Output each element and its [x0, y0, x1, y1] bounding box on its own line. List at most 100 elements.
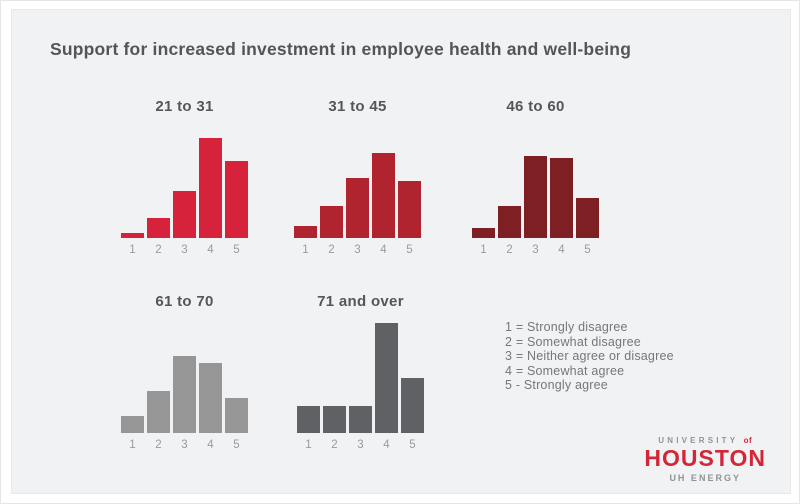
- bar-4: [199, 363, 222, 433]
- infographic-panel: Support for increased investment in empl…: [11, 9, 791, 494]
- uh-logo: UNIVERSITY of HOUSTON UH ENERGY: [644, 436, 766, 483]
- chart-21-to-31: 21 to 31 1 2 3 4 5: [121, 98, 248, 258]
- tick-label: 5: [233, 244, 240, 256]
- bar-column: 1: [121, 318, 144, 453]
- bar-group: 1 2 3 4 5: [121, 318, 248, 453]
- chart-71-and-over: 71 and over 1 2 3 4 5: [297, 293, 424, 453]
- bar-column: 1: [297, 318, 320, 453]
- bar-5: [576, 198, 599, 238]
- tick-label: 1: [302, 244, 309, 256]
- legend-line: 2 = Somewhat disagree: [505, 334, 641, 349]
- legend-line: 3 = Neither agree or disagree: [505, 349, 674, 363]
- tick-label: 4: [207, 439, 214, 451]
- tick-label: 2: [155, 439, 162, 451]
- bar-1: [472, 228, 495, 238]
- bar-1: [297, 405, 320, 433]
- bar-column: 5: [398, 123, 421, 258]
- logo-uh-energy-text: UH ENERGY: [669, 473, 741, 483]
- bar-2: [147, 218, 170, 238]
- bar-3: [173, 355, 196, 433]
- tick-label: 3: [532, 244, 539, 256]
- bar-column: 3: [173, 123, 196, 258]
- bar-column: 3: [173, 318, 196, 453]
- bar-group: 1 2 3 4 5: [294, 123, 421, 258]
- tick-label: 3: [354, 244, 361, 256]
- chart-title: 61 to 70: [155, 293, 214, 310]
- bar-column: 2: [147, 123, 170, 258]
- legend-line: 1 = Strongly disagree: [505, 320, 628, 334]
- bar-5: [401, 378, 424, 433]
- bar-column: 1: [472, 123, 495, 258]
- bar-5: [225, 160, 248, 238]
- bar-group: 1 2 3 4 5: [121, 123, 248, 258]
- chart-title: 31 to 45: [328, 98, 387, 115]
- tick-label: 2: [331, 439, 338, 451]
- bar-1: [294, 225, 317, 238]
- bar-4: [199, 138, 222, 238]
- tick-label: 5: [584, 244, 591, 256]
- tick-label: 2: [506, 244, 513, 256]
- bar-column: 2: [323, 318, 346, 453]
- bar-3: [173, 190, 196, 238]
- bar-3: [346, 178, 369, 238]
- bar-column: 1: [121, 123, 144, 258]
- bar-column: 1: [294, 123, 317, 258]
- tick-label: 4: [558, 244, 565, 256]
- logo-university-of-line: UNIVERSITY of: [644, 436, 766, 445]
- tick-label: 2: [155, 244, 162, 256]
- chart-31-to-45: 31 to 45 1 2 3 4 5: [294, 98, 421, 258]
- bar-column: 3: [524, 123, 547, 258]
- bar-2: [320, 205, 343, 238]
- bar-2: [498, 205, 521, 238]
- bar-column: 5: [401, 318, 424, 453]
- bar-group: 1 2 3 4 5: [472, 123, 599, 258]
- logo-of-text: of: [743, 435, 753, 445]
- bar-2: [323, 405, 346, 433]
- tick-label: 3: [181, 439, 188, 451]
- bar-column: 5: [225, 318, 248, 453]
- bar-column: 2: [147, 318, 170, 453]
- tick-label: 4: [383, 439, 390, 451]
- bar-column: 2: [498, 123, 521, 258]
- tick-label: 1: [129, 439, 136, 451]
- bar-column: 4: [550, 123, 573, 258]
- bar-column: 4: [199, 318, 222, 453]
- bar-4: [550, 158, 573, 238]
- bar-column: 4: [199, 123, 222, 258]
- bar-column: 5: [225, 123, 248, 258]
- scale-legend: 1 = Strongly disagree 2 = Somewhat disag…: [505, 320, 674, 393]
- logo-university-text: UNIVERSITY: [658, 435, 739, 445]
- legend-line: 4 = Somewhat agree: [505, 363, 625, 378]
- bar-4: [372, 153, 395, 238]
- bar-column: 3: [349, 318, 372, 453]
- bar-column: 4: [375, 318, 398, 453]
- page-title: Support for increased investment in empl…: [50, 39, 632, 59]
- chart-title: 46 to 60: [506, 98, 565, 115]
- bar-4: [375, 323, 398, 433]
- chart-61-to-70: 61 to 70 1 2 3 4 5: [121, 293, 248, 453]
- tick-label: 1: [480, 244, 487, 256]
- tick-label: 1: [129, 244, 136, 256]
- legend-line: 5 - Strongly agree: [505, 378, 608, 392]
- tick-label: 3: [357, 439, 364, 451]
- bar-group: 1 2 3 4 5: [297, 318, 424, 453]
- bar-column: 3: [346, 123, 369, 258]
- tick-label: 5: [406, 244, 413, 256]
- tick-label: 1: [305, 439, 312, 451]
- tick-label: 4: [207, 244, 214, 256]
- bar-column: 2: [320, 123, 343, 258]
- bar-2: [147, 390, 170, 433]
- bar-1: [121, 233, 144, 238]
- tick-label: 3: [181, 244, 188, 256]
- tick-label: 5: [409, 439, 416, 451]
- logo-houston-text: HOUSTON: [644, 444, 766, 471]
- tick-label: 2: [328, 244, 335, 256]
- chart-title: 71 and over: [317, 293, 404, 310]
- bar-3: [524, 155, 547, 238]
- chart-title: 21 to 31: [155, 98, 214, 115]
- bar-3: [349, 405, 372, 433]
- bar-1: [121, 415, 144, 433]
- bar-5: [398, 180, 421, 238]
- tick-label: 4: [380, 244, 387, 256]
